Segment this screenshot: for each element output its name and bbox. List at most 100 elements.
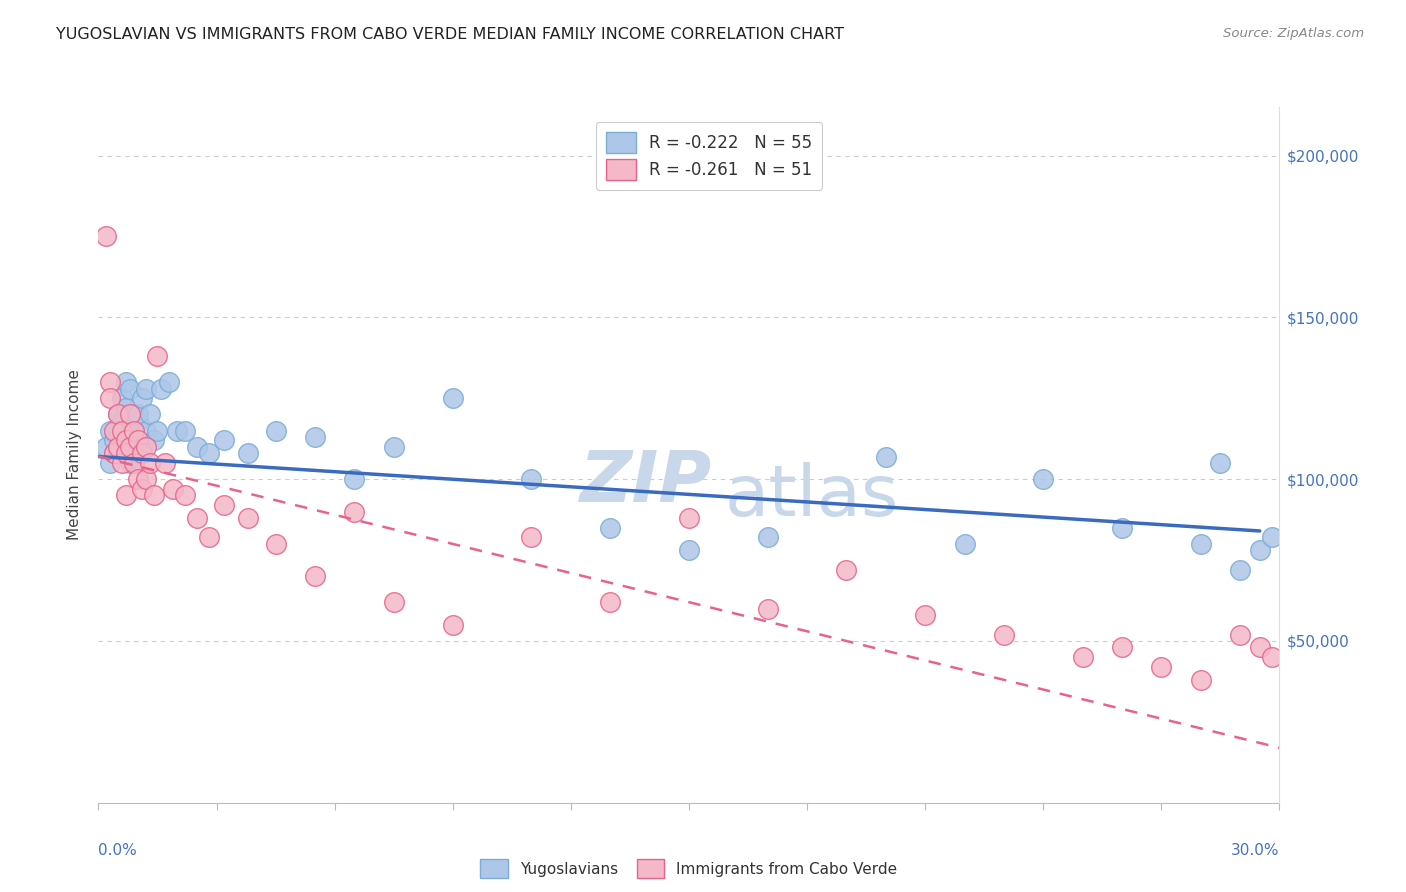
Point [107,424,129,438]
Text: 0.0%: 0.0% [98,843,138,858]
Point [103,446,125,460]
Point [1150,660,1173,674]
Point [111,392,134,406]
Point [127,414,149,428]
Text: ZIP: ZIP [581,449,713,517]
Point [382,440,405,454]
Text: atlas: atlas [724,462,898,531]
Point [174,488,197,502]
Point [118,424,141,438]
Point [118,408,141,422]
Point [520,472,543,486]
Point [127,434,149,448]
Point [678,543,700,558]
Point [520,531,543,545]
Point [115,434,138,448]
Point [96,229,118,244]
Point [115,446,138,460]
Point [1249,543,1271,558]
Point [678,511,700,525]
Point [131,446,153,460]
Point [304,430,326,444]
Point [131,482,153,496]
Point [122,408,145,422]
Point [98,375,121,389]
Point [599,595,621,609]
Point [146,349,169,363]
Point [157,375,180,389]
Point [103,434,125,448]
Point [135,472,157,486]
Point [236,446,259,460]
Point [343,504,366,518]
Point [118,440,141,454]
Point [914,608,936,623]
Point [343,472,366,486]
Point [1260,531,1282,545]
Point [953,537,976,551]
Point [115,434,138,448]
Text: Source: ZipAtlas.com: Source: ZipAtlas.com [1223,27,1364,40]
Point [186,440,208,454]
Point [122,424,145,438]
Point [382,595,405,609]
Point [107,446,129,460]
Point [98,424,121,438]
Point [98,392,121,406]
Point [1249,640,1271,655]
Point [138,456,160,470]
Point [186,511,208,525]
Point [127,408,149,422]
Point [146,424,169,438]
Point [111,456,134,470]
Point [122,456,145,470]
Point [214,434,236,448]
Point [115,375,138,389]
Point [214,498,236,512]
Point [835,563,858,577]
Point [756,601,779,615]
Point [107,408,129,422]
Point [1189,673,1212,687]
Point [197,446,219,460]
Point [115,488,138,502]
Point [138,408,160,422]
Point [122,456,145,470]
Point [135,424,157,438]
Point [1209,456,1232,470]
Point [131,392,153,406]
Point [142,434,165,448]
Point [304,569,326,583]
Point [1032,472,1054,486]
Point [127,472,149,486]
Point [599,521,621,535]
Point [111,414,134,428]
Legend: Yugoslavians, Immigrants from Cabo Verde: Yugoslavians, Immigrants from Cabo Verde [472,852,905,886]
Point [98,456,121,470]
Point [264,424,287,438]
Point [103,424,125,438]
Point [441,392,464,406]
Point [122,440,145,454]
Point [236,511,259,525]
Point [993,627,1015,641]
Point [197,531,219,545]
Point [150,382,173,396]
Point [162,482,184,496]
Point [1229,627,1251,641]
Point [127,446,149,460]
Point [135,382,157,396]
Point [118,382,141,396]
Point [1260,650,1282,665]
Point [107,408,129,422]
Point [142,488,165,502]
Point [115,401,138,415]
Point [111,424,134,438]
Point [875,450,897,464]
Point [96,440,118,454]
Point [264,537,287,551]
Point [155,456,177,470]
Point [166,424,188,438]
Point [1189,537,1212,551]
Text: YUGOSLAVIAN VS IMMIGRANTS FROM CABO VERDE MEDIAN FAMILY INCOME CORRELATION CHART: YUGOSLAVIAN VS IMMIGRANTS FROM CABO VERD… [56,27,844,42]
